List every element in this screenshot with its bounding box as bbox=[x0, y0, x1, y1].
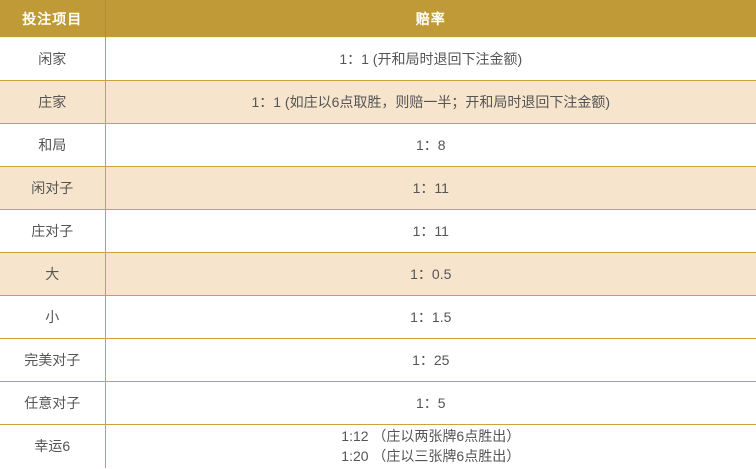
odds-line: 1：11 bbox=[412, 180, 449, 196]
bet-item-cell: 幸运6 bbox=[0, 424, 106, 468]
bet-item-cell: 大 bbox=[0, 252, 106, 296]
table-row: 幸运6 1:12 （庄以两张牌6点胜出） 1:20 （庄以三张牌6点胜出） bbox=[0, 424, 756, 468]
odds-line: 1：0.5 bbox=[410, 266, 452, 282]
bet-item-cell: 小 bbox=[0, 295, 106, 339]
odds-line: 1：1.5 bbox=[410, 309, 452, 325]
odds-line: 1：1 (开和局时退回下注金额) bbox=[339, 51, 523, 67]
odds-table-body: 闲家 1：1 (开和局时退回下注金额) 庄家 1：1 (如庄以6点取胜，则赔一半；开和… bbox=[0, 37, 756, 468]
table-row: 和局 1：8 bbox=[0, 123, 756, 167]
bet-item-cell: 庄家 bbox=[0, 80, 106, 124]
odds-line: 1:12 （庄以两张牌6点胜出） bbox=[341, 428, 521, 445]
bet-item-cell: 庄对子 bbox=[0, 209, 106, 253]
bet-item-cell: 闲对子 bbox=[0, 166, 106, 210]
odds-cell: 1：11 bbox=[105, 209, 756, 253]
odds-line: 1：11 bbox=[412, 223, 449, 239]
bet-item-cell: 完美对子 bbox=[0, 338, 106, 382]
header-row: 投注项目 赔率 bbox=[0, 0, 756, 38]
bet-item-cell: 闲家 bbox=[0, 37, 106, 81]
table-row: 闲对子 1：11 bbox=[0, 166, 756, 210]
odds-line: 1：1 (如庄以6点取胜，则赔一半；开和局时退回下注金额) bbox=[251, 94, 611, 110]
odds-cell: 1：5 bbox=[105, 381, 756, 425]
odds-cell: 1:12 （庄以两张牌6点胜出） 1:20 （庄以三张牌6点胜出） bbox=[105, 424, 756, 468]
column-header-bet-item: 投注项目 bbox=[0, 0, 106, 38]
odds-cell: 1：8 bbox=[105, 123, 756, 167]
bet-item-cell: 和局 bbox=[0, 123, 106, 167]
odds-cell: 1：1 (如庄以6点取胜，则赔一半；开和局时退回下注金额) bbox=[105, 80, 756, 124]
odds-line: 1：5 bbox=[415, 395, 446, 411]
column-header-odds: 赔率 bbox=[105, 0, 756, 38]
odds-line: 1:20 （庄以三张牌6点胜出） bbox=[341, 448, 521, 465]
bet-item-cell: 任意对子 bbox=[0, 381, 106, 425]
odds-cell: 1：11 bbox=[105, 166, 756, 210]
odds-cell: 1：1.5 bbox=[105, 295, 756, 339]
odds-cell: 1：25 bbox=[105, 338, 756, 382]
table-row: 闲家 1：1 (开和局时退回下注金额) bbox=[0, 37, 756, 81]
odds-table-header: 投注项目 赔率 bbox=[0, 0, 756, 38]
table-row: 任意对子 1：5 bbox=[0, 381, 756, 425]
table-row: 大 1：0.5 bbox=[0, 252, 756, 296]
odds-line: 1：8 bbox=[415, 137, 446, 153]
odds-cell: 1：1 (开和局时退回下注金额) bbox=[105, 37, 756, 81]
odds-line: 1：25 bbox=[412, 352, 450, 368]
odds-cell: 1：0.5 bbox=[105, 252, 756, 296]
table-row: 完美对子 1：25 bbox=[0, 338, 756, 382]
table-row: 小 1：1.5 bbox=[0, 295, 756, 339]
table-row: 庄对子 1：11 bbox=[0, 209, 756, 253]
table-row: 庄家 1：1 (如庄以6点取胜，则赔一半；开和局时退回下注金额) bbox=[0, 80, 756, 124]
